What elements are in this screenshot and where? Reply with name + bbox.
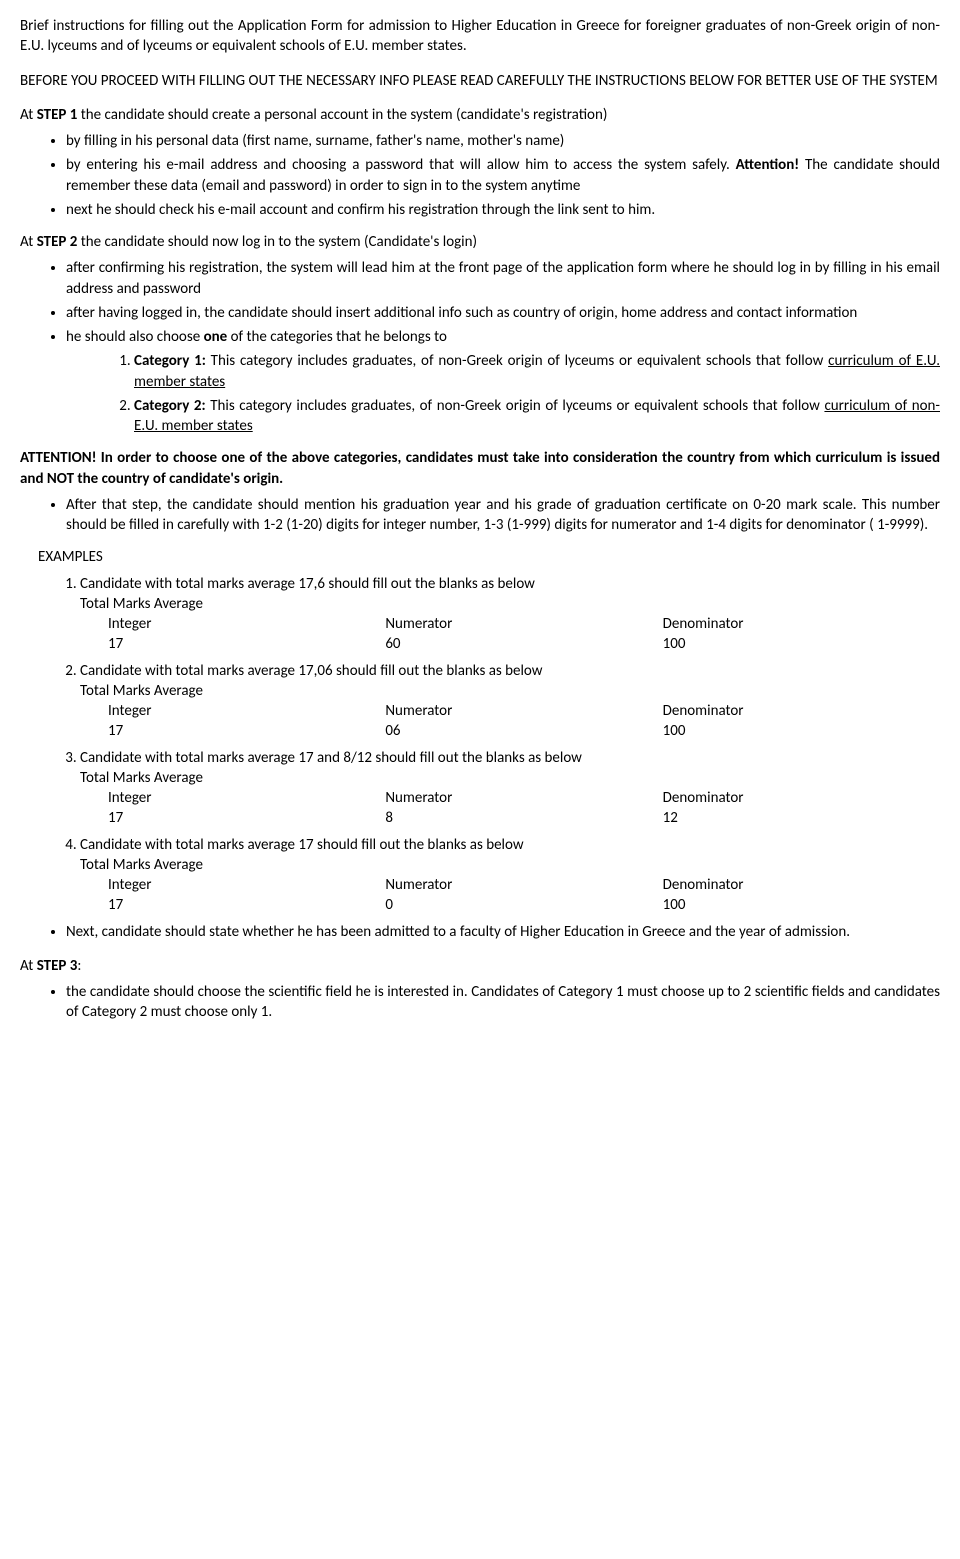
- list-item: after having logged in, the candidate sh…: [66, 303, 940, 323]
- val-integer: 17: [108, 895, 385, 915]
- col-numerator: Numerator: [385, 614, 662, 634]
- list-item: After that step, the candidate should me…: [66, 495, 940, 536]
- example-header-row: Integer Numerator Denominator: [108, 614, 940, 634]
- example-value-row: 17 60 100: [108, 634, 940, 654]
- val-numerator: 60: [385, 634, 662, 654]
- val-numerator: 0: [385, 895, 662, 915]
- example-2: Candidate with total marks average 17,06…: [80, 661, 940, 742]
- step1-bullet-list: by filling in his personal data (first n…: [20, 131, 940, 220]
- col-denominator: Denominator: [663, 875, 940, 895]
- example-4: Candidate with total marks average 17 sh…: [80, 835, 940, 916]
- col-numerator: Numerator: [385, 875, 662, 895]
- step3-pre: At: [20, 957, 37, 975]
- example-header-row: Integer Numerator Denominator: [108, 875, 940, 895]
- example-header-row: Integer Numerator Denominator: [108, 701, 940, 721]
- col-denominator: Denominator: [663, 701, 940, 721]
- example-1: Candidate with total marks average 17,6 …: [80, 574, 940, 655]
- list-item: he should also choose one of the categor…: [66, 327, 940, 436]
- step3-bold: STEP 3: [37, 957, 78, 975]
- col-integer: Integer: [108, 701, 385, 721]
- cat2-text: This category includes graduates, of non…: [206, 397, 825, 415]
- col-denominator: Denominator: [663, 614, 940, 634]
- example-line: Candidate with total marks average 17 sh…: [80, 836, 524, 854]
- step2-heading: At STEP 2 the candidate should now log i…: [20, 232, 940, 252]
- list-item: next he should check his e-mail account …: [66, 200, 940, 220]
- text: of the categories that he belongs to: [227, 328, 447, 346]
- val-integer: 17: [108, 808, 385, 828]
- cat1-bold: Category 1:: [134, 352, 206, 370]
- step3-colon: :: [77, 957, 81, 975]
- example-line: Candidate with total marks average 17 an…: [80, 749, 582, 767]
- tma-label: Total Marks Average: [80, 594, 940, 614]
- examples-list: Candidate with total marks average 17,6 …: [20, 574, 940, 916]
- step1-heading: At STEP 1 the candidate should create a …: [20, 105, 940, 125]
- document-title: Brief instructions for filling out the A…: [20, 16, 940, 57]
- list-item: Next, candidate should state whether he …: [66, 922, 940, 942]
- example-value-row: 17 0 100: [108, 895, 940, 915]
- category-2: Category 2: This category includes gradu…: [134, 396, 940, 437]
- col-numerator: Numerator: [385, 701, 662, 721]
- col-numerator: Numerator: [385, 788, 662, 808]
- step1-post: the candidate should create a personal a…: [77, 106, 607, 124]
- val-integer: 17: [108, 634, 385, 654]
- step3-bullet-list: the candidate should choose the scientif…: [20, 982, 940, 1023]
- one-bold: one: [204, 328, 228, 346]
- val-denominator: 100: [663, 895, 940, 915]
- val-denominator: 100: [663, 721, 940, 741]
- example-header-row: Integer Numerator Denominator: [108, 788, 940, 808]
- before-warning: BEFORE YOU PROCEED WITH FILLING OUT THE …: [20, 71, 940, 91]
- step1-bold: STEP 1: [37, 106, 78, 124]
- list-item: by filling in his personal data (first n…: [66, 131, 940, 151]
- step3-heading: At STEP 3:: [20, 956, 940, 976]
- val-denominator: 100: [663, 634, 940, 654]
- examples-heading: EXAMPLES: [38, 547, 940, 567]
- tma-label: Total Marks Average: [80, 681, 940, 701]
- val-denominator: 12: [663, 808, 940, 828]
- example-line: Candidate with total marks average 17,06…: [80, 662, 543, 680]
- after-bullet-list: After that step, the candidate should me…: [20, 495, 940, 536]
- text: by entering his e-mail address and choos…: [66, 156, 736, 174]
- step2-bullet-list: after confirming his registration, the s…: [20, 258, 940, 436]
- example-value-row: 17 06 100: [108, 721, 940, 741]
- next-bullet-list: Next, candidate should state whether he …: [20, 922, 940, 942]
- attention-paragraph: ATTENTION! In order to choose one of the…: [20, 448, 940, 489]
- step2-pre: At: [20, 233, 37, 251]
- text: he should also choose: [66, 328, 204, 346]
- example-value-row: 17 8 12: [108, 808, 940, 828]
- val-numerator: 8: [385, 808, 662, 828]
- example-3: Candidate with total marks average 17 an…: [80, 748, 940, 829]
- col-integer: Integer: [108, 788, 385, 808]
- col-denominator: Denominator: [663, 788, 940, 808]
- category-list: Category 1: This category includes gradu…: [66, 351, 940, 436]
- list-item: after confirming his registration, the s…: [66, 258, 940, 299]
- val-numerator: 06: [385, 721, 662, 741]
- cat2-bold: Category 2:: [134, 397, 206, 415]
- val-integer: 17: [108, 721, 385, 741]
- example-line: Candidate with total marks average 17,6 …: [80, 575, 535, 593]
- step2-post: the candidate should now log in to the s…: [77, 233, 477, 251]
- step2-bold: STEP 2: [37, 233, 78, 251]
- cat1-text: This category includes graduates, of non…: [206, 352, 828, 370]
- list-item: the candidate should choose the scientif…: [66, 982, 940, 1023]
- tma-label: Total Marks Average: [80, 768, 940, 788]
- category-1: Category 1: This category includes gradu…: [134, 351, 940, 392]
- list-item: by entering his e-mail address and choos…: [66, 155, 940, 196]
- step1-pre: At: [20, 106, 37, 124]
- attention-bold: Attention!: [736, 156, 800, 174]
- col-integer: Integer: [108, 875, 385, 895]
- col-integer: Integer: [108, 614, 385, 634]
- tma-label: Total Marks Average: [80, 855, 940, 875]
